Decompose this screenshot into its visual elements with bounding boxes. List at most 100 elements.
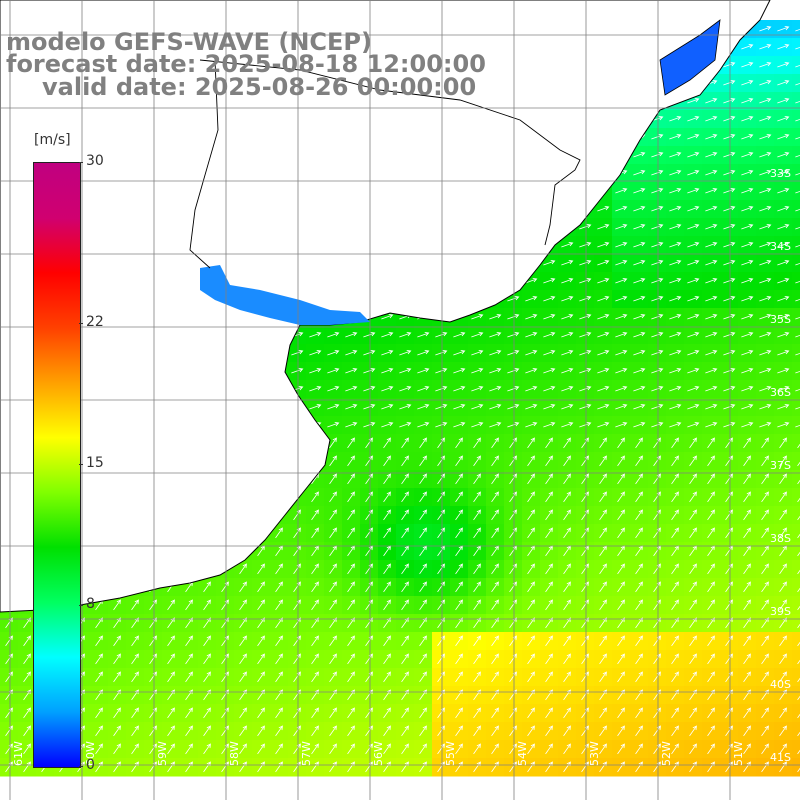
wind-arrow	[435, 385, 448, 392]
wind-arrow	[561, 367, 574, 374]
wind-arrow	[651, 331, 664, 338]
wind-arrow	[399, 403, 412, 410]
wind-arrow	[23, 725, 31, 737]
wind-arrow	[633, 403, 646, 410]
wind-arrow	[417, 349, 430, 356]
wind-arrow	[347, 599, 355, 611]
wind-arrow	[705, 385, 718, 392]
wind-arrow	[597, 223, 610, 230]
wind-arrow	[345, 349, 358, 356]
longitude-label: 52W	[660, 741, 673, 766]
wind-arrow	[131, 599, 139, 611]
wind-arrow	[527, 563, 535, 575]
wind-arrow	[597, 241, 610, 248]
wind-arrow	[527, 509, 535, 521]
wind-arrow	[401, 455, 409, 467]
wind-arrow	[671, 581, 679, 593]
wind-arrow	[741, 241, 754, 248]
wind-arrow	[599, 563, 607, 575]
wind-arrow	[309, 385, 322, 392]
wind-arrow	[741, 151, 754, 158]
wind-arrow	[671, 653, 679, 665]
wind-arrow	[705, 151, 718, 158]
wind-arrow	[759, 277, 772, 284]
wind-arrow	[345, 331, 358, 338]
wind-arrow	[777, 331, 790, 338]
field-cell	[792, 686, 800, 705]
wind-arrow	[777, 277, 790, 284]
wind-arrow	[113, 725, 121, 737]
wind-arrow	[779, 653, 787, 665]
wind-arrow	[363, 421, 376, 428]
wind-arrow	[95, 653, 103, 665]
wind-arrow	[309, 367, 322, 374]
wind-arrow	[579, 349, 592, 356]
wind-arrow	[543, 313, 556, 320]
wind-arrow	[741, 421, 754, 428]
wind-arrow	[615, 349, 628, 356]
wind-arrow	[275, 527, 283, 539]
wind-arrow	[491, 527, 499, 539]
wind-arrow	[453, 403, 466, 410]
wind-arrow	[669, 367, 682, 374]
wind-arrow	[615, 295, 628, 302]
wind-arrow	[797, 551, 800, 557]
wind-arrow	[705, 133, 718, 140]
wind-arrow	[615, 331, 628, 338]
wind-arrow	[705, 205, 718, 212]
wind-arrow	[597, 277, 610, 284]
wind-arrow	[579, 403, 592, 410]
wind-arrow	[687, 241, 700, 248]
wind-arrow	[489, 331, 502, 338]
wind-arrow	[705, 331, 718, 338]
field-cell	[792, 416, 800, 435]
wind-arrow	[167, 671, 175, 683]
wind-arrow	[329, 527, 337, 539]
wind-arrow	[671, 527, 679, 539]
field-cell	[792, 524, 800, 543]
wind-arrow	[797, 677, 800, 683]
wind-arrow	[399, 421, 412, 428]
wind-arrow	[185, 725, 193, 737]
wind-arrow	[795, 100, 800, 104]
wind-arrow	[239, 599, 247, 611]
wind-arrow	[347, 563, 355, 575]
field-cell	[792, 362, 800, 381]
wind-arrow	[795, 28, 800, 32]
wind-arrow	[329, 743, 337, 755]
wind-arrow	[761, 473, 769, 485]
wind-arrow	[777, 25, 790, 32]
field-cell	[792, 668, 800, 687]
wind-arrow	[525, 277, 538, 284]
wind-arrow	[455, 725, 463, 737]
wind-arrow	[563, 743, 571, 755]
wind-arrow	[311, 743, 319, 755]
wind-arrow	[579, 241, 592, 248]
field-cell	[792, 596, 800, 615]
wind-arrow	[563, 563, 571, 575]
wind-arrow	[527, 437, 535, 449]
wind-arrow	[545, 581, 553, 593]
wind-arrow	[689, 563, 697, 575]
wind-arrow	[707, 509, 715, 521]
colorbar-tick-label: 30	[86, 153, 104, 169]
wind-arrow	[23, 653, 31, 665]
wind-arrow	[453, 385, 466, 392]
wind-arrow	[345, 421, 358, 428]
wind-arrow	[671, 509, 679, 521]
wind-arrow	[723, 151, 736, 158]
wind-arrow	[599, 707, 607, 719]
wind-arrow	[347, 527, 355, 539]
wind-arrow	[257, 581, 265, 593]
wind-arrow	[633, 205, 646, 212]
wind-arrow	[615, 241, 628, 248]
wind-arrow	[257, 563, 265, 575]
wind-arrow	[741, 367, 754, 374]
wind-arrow	[473, 563, 481, 575]
wind-arrow	[561, 241, 574, 248]
wind-arrow	[563, 725, 571, 737]
wind-arrow	[363, 385, 376, 392]
field-cell	[792, 254, 800, 273]
wind-arrow	[761, 743, 769, 755]
wind-arrow	[671, 743, 679, 755]
